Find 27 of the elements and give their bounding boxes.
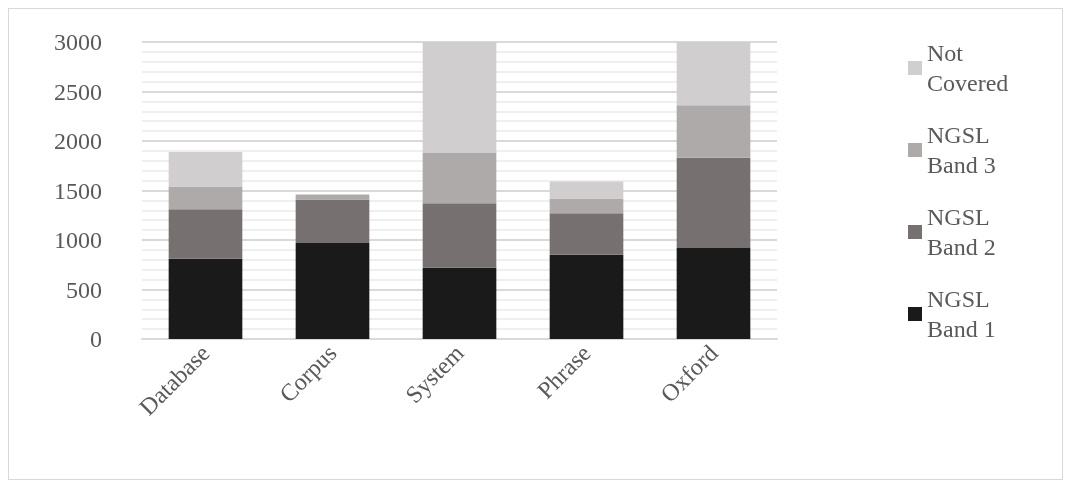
bar xyxy=(168,258,243,339)
bar xyxy=(676,157,751,248)
bar xyxy=(168,186,243,210)
bar xyxy=(676,105,751,158)
legend-label: NGSL Band 1 xyxy=(927,286,996,342)
bar xyxy=(168,209,243,259)
y-tick-label: 2500 xyxy=(54,78,102,105)
y-tick-label: 2000 xyxy=(54,128,102,154)
legend-label: NGSL Band 3 xyxy=(927,122,996,178)
bar xyxy=(295,194,370,200)
y-tick-label: 0 xyxy=(90,326,102,352)
legend-label: NGSL Band 2 xyxy=(927,204,996,260)
bar xyxy=(422,203,497,268)
y-tick-label: 1500 xyxy=(54,177,102,204)
bar xyxy=(295,199,370,243)
bar xyxy=(549,254,624,339)
bar xyxy=(422,152,497,204)
bar xyxy=(549,213,624,255)
bar xyxy=(549,198,624,214)
legend-label: Not Covered xyxy=(927,40,1009,96)
bar xyxy=(295,242,370,339)
bar xyxy=(422,267,497,339)
bar xyxy=(168,151,243,187)
y-tick-label: 3000 xyxy=(54,29,102,55)
bar xyxy=(676,247,751,339)
y-tick-label: 1000 xyxy=(54,227,102,253)
y-tick-label: 500 xyxy=(66,276,102,303)
